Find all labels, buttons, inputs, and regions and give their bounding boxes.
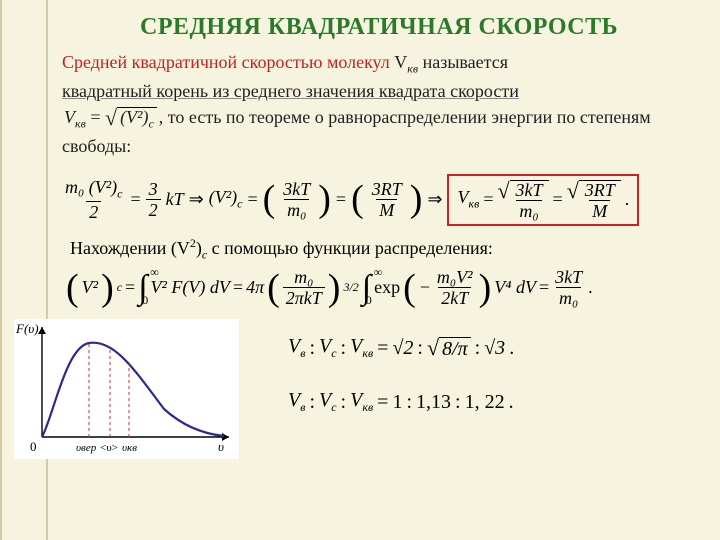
ratio-row-numeric: Vв : Vc : Vкв = 1 : 1,13 : 1, 22. [288, 389, 514, 415]
deriv-rhs1-tail: kT [166, 189, 184, 210]
graph-mark-1: υвер [76, 442, 97, 454]
deriv-lhs: m₀ (V²)c 2 [62, 178, 125, 221]
ratio-row-exact: Vв : Vc : Vкв = √2 : √8/π : √3. [288, 335, 514, 361]
page-title: СРЕДНЯЯ КВАДРАТИЧНАЯ СКОРОСТЬ [62, 14, 696, 41]
inline-def-formula: Vкв = √(V²)c [62, 104, 159, 133]
arrow-2: ⇒ [427, 189, 442, 210]
eq-sign: = [130, 189, 140, 210]
section-distribution: Нахождении (V2)с с помощью функции распр… [70, 236, 696, 263]
deriv-mid-lhs: (V²)c [209, 187, 243, 212]
intro-symbol: Vкв [394, 52, 418, 72]
deriv-mid-frac1: 3kT m₀ [280, 180, 313, 219]
derivation-row: m₀ (V²)c 2 = 3 2 kT ⇒ (V²)c = ( 3kT m₀ )… [62, 174, 696, 226]
velocity-ratios: Vв : Vc : Vкв = √2 : √8/π : √3. Vв : Vc … [258, 319, 514, 415]
arrow-1: ⇒ [189, 189, 204, 210]
intro-underlined: квадратный корень из среднего значения к… [62, 81, 519, 101]
intro-paragraph: Средней квадратичной скоростью молекул V… [62, 49, 696, 160]
boxed-result: Vкв = √ 3kTm₀ = √ 3RTM . [447, 174, 639, 226]
deriv-rhs1-frac: 3 2 [146, 180, 161, 219]
slide-page: СРЕДНЯЯ КВАДРАТИЧНАЯ СКОРОСТЬ Средней кв… [0, 0, 720, 540]
graph-mark-3: υкв [122, 442, 137, 454]
intro-red-1: Средней квадратичной скоростью молекул [62, 52, 394, 72]
deriv-mid-frac2: 3RT M [369, 180, 405, 219]
maxwell-distribution-graph: F(υ) 0 υ υвер <υ> υкв [14, 319, 240, 459]
bottom-row: F(υ) 0 υ υвер <υ> υкв Vв : Vc : Vкв = √2 [62, 319, 696, 459]
intro-tail-1: называется [418, 52, 508, 72]
graph-ylabel: F(υ) [15, 321, 39, 336]
graph-mark-2: <υ> [100, 442, 118, 454]
graph-xlabel: υ [218, 439, 224, 454]
integral-row: ( (V²)V² )c = ∫∞0 V² F(V) dV = 4π ( m₀2π… [66, 268, 696, 307]
graph-origin: 0 [30, 439, 37, 454]
